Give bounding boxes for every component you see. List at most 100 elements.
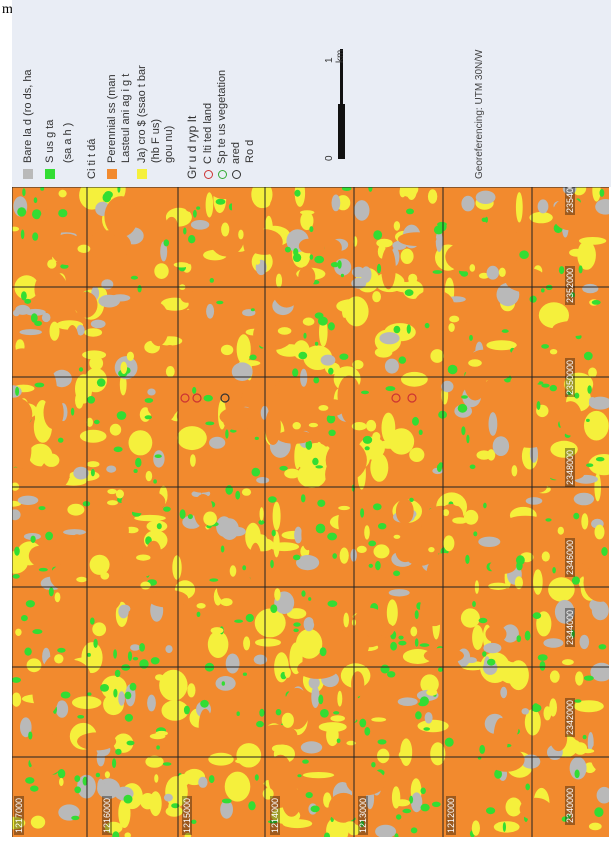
- landcover-patch: [324, 832, 330, 837]
- landcover-patch: [154, 263, 169, 279]
- landcover-patch: [572, 373, 583, 384]
- land-cover-map[interactable]: 2340000 2342000 2344000 2346000 2348000 23500…: [12, 187, 609, 837]
- landcover-patch: [529, 295, 537, 303]
- landcover-patch: [533, 569, 543, 595]
- landcover-patch: [41, 312, 51, 323]
- landcover-patch: [82, 350, 107, 360]
- landcover-patch: [300, 741, 323, 754]
- landcover-patch: [303, 617, 315, 632]
- landcover-patch: [281, 712, 294, 728]
- landcover-patch: [163, 506, 171, 512]
- landcover-patch: [98, 294, 120, 308]
- landcover-patch: [373, 503, 382, 511]
- landcover-patch: [107, 500, 118, 506]
- landcover-patch: [73, 466, 89, 480]
- circle-red-icon: [203, 170, 213, 179]
- landcover-patch: [435, 230, 443, 252]
- landcover-patch: [156, 523, 162, 530]
- landcover-patch: [573, 700, 604, 713]
- landcover-patch: [359, 718, 367, 728]
- landcover-patch: [45, 531, 53, 541]
- landcover-patch: [320, 709, 329, 718]
- landcover-patch: [545, 518, 552, 522]
- legend-item-vegetation-point: Sp te us vegetation: [216, 70, 228, 179]
- landcover-patch: [406, 208, 414, 215]
- landcover-patch: [187, 683, 196, 698]
- grid-label-x: 2354000: [565, 187, 575, 215]
- landcover-patch: [268, 754, 293, 799]
- landcover-patch: [265, 408, 281, 445]
- landcover-patch: [413, 289, 455, 322]
- landcover-patch: [179, 509, 186, 519]
- landcover-patch: [387, 671, 396, 678]
- landcover-patch: [395, 498, 414, 525]
- landcover-patch: [344, 296, 369, 327]
- landcover-patch: [163, 793, 173, 802]
- landcover-patch: [570, 292, 575, 298]
- legend-item-perennial-2: Lasteul ani ag i g t: [120, 73, 133, 163]
- landcover-patch: [376, 440, 405, 449]
- landcover-patch: [586, 463, 594, 468]
- landcover-patch: [50, 233, 84, 266]
- landcover-patch: [250, 308, 255, 312]
- landcover-patch: [368, 540, 377, 547]
- landcover-patch: [276, 430, 313, 444]
- landcover-patch: [84, 328, 103, 337]
- landcover-patch: [270, 559, 274, 569]
- landcover-patch: [486, 265, 499, 280]
- landcover-patch: [552, 197, 586, 231]
- landcover-patch: [549, 349, 558, 355]
- landcover-patch: [82, 776, 88, 786]
- landcover-patch: [399, 187, 419, 197]
- landcover-patch: [332, 553, 338, 559]
- landcover-patch: [48, 587, 54, 597]
- landcover-patch: [573, 512, 580, 520]
- landcover-patch: [40, 187, 45, 191]
- landcover-patch: [235, 490, 241, 500]
- landcover-patch: [531, 525, 547, 555]
- landcover-patch: [256, 724, 298, 745]
- landcover-patch: [327, 322, 335, 331]
- landcover-patch: [272, 501, 281, 531]
- landcover-patch: [588, 822, 602, 831]
- landcover-patch: [485, 216, 488, 223]
- landcover-patch: [574, 392, 580, 399]
- landcover-patch: [297, 658, 339, 679]
- landcover-patch: [366, 419, 377, 432]
- landcover-patch: [275, 273, 283, 288]
- landcover-patch: [587, 732, 594, 753]
- landcover-patch: [296, 555, 320, 571]
- grid-label-y: 1214000: [270, 795, 280, 835]
- landcover-patch: [135, 816, 157, 837]
- landcover-patch: [310, 805, 320, 813]
- landcover-patch: [95, 772, 101, 778]
- landcover-patch: [539, 661, 546, 671]
- landcover-patch: [589, 397, 596, 405]
- landcover-patch: [393, 570, 401, 577]
- landcover-patch: [59, 777, 64, 787]
- landcover-patch: [60, 264, 69, 269]
- landcover-patch: [205, 192, 214, 218]
- landcover-patch: [410, 827, 418, 834]
- landcover-patch: [303, 332, 307, 339]
- landcover-patch: [571, 576, 580, 585]
- landcover-patch: [541, 344, 549, 349]
- landcover-patch: [515, 192, 523, 223]
- landcover-patch: [385, 386, 396, 392]
- landcover-patch: [184, 832, 191, 837]
- landcover-patch: [38, 506, 46, 511]
- landcover-patch: [50, 562, 93, 592]
- landcover-patch: [67, 503, 85, 516]
- landcover-patch: [386, 599, 398, 626]
- landcover-patch: [308, 676, 320, 689]
- landcover-patch: [302, 759, 309, 764]
- landcover-patch: [388, 589, 410, 597]
- circle-dark-icon: [231, 170, 241, 179]
- landcover-patch: [15, 386, 20, 396]
- landcover-patch: [339, 547, 349, 564]
- landcover-patch: [401, 371, 428, 387]
- landcover-patch: [330, 262, 339, 268]
- landcover-patch: [398, 640, 407, 646]
- landcover-patch: [373, 544, 390, 559]
- landcover-patch: [351, 277, 367, 289]
